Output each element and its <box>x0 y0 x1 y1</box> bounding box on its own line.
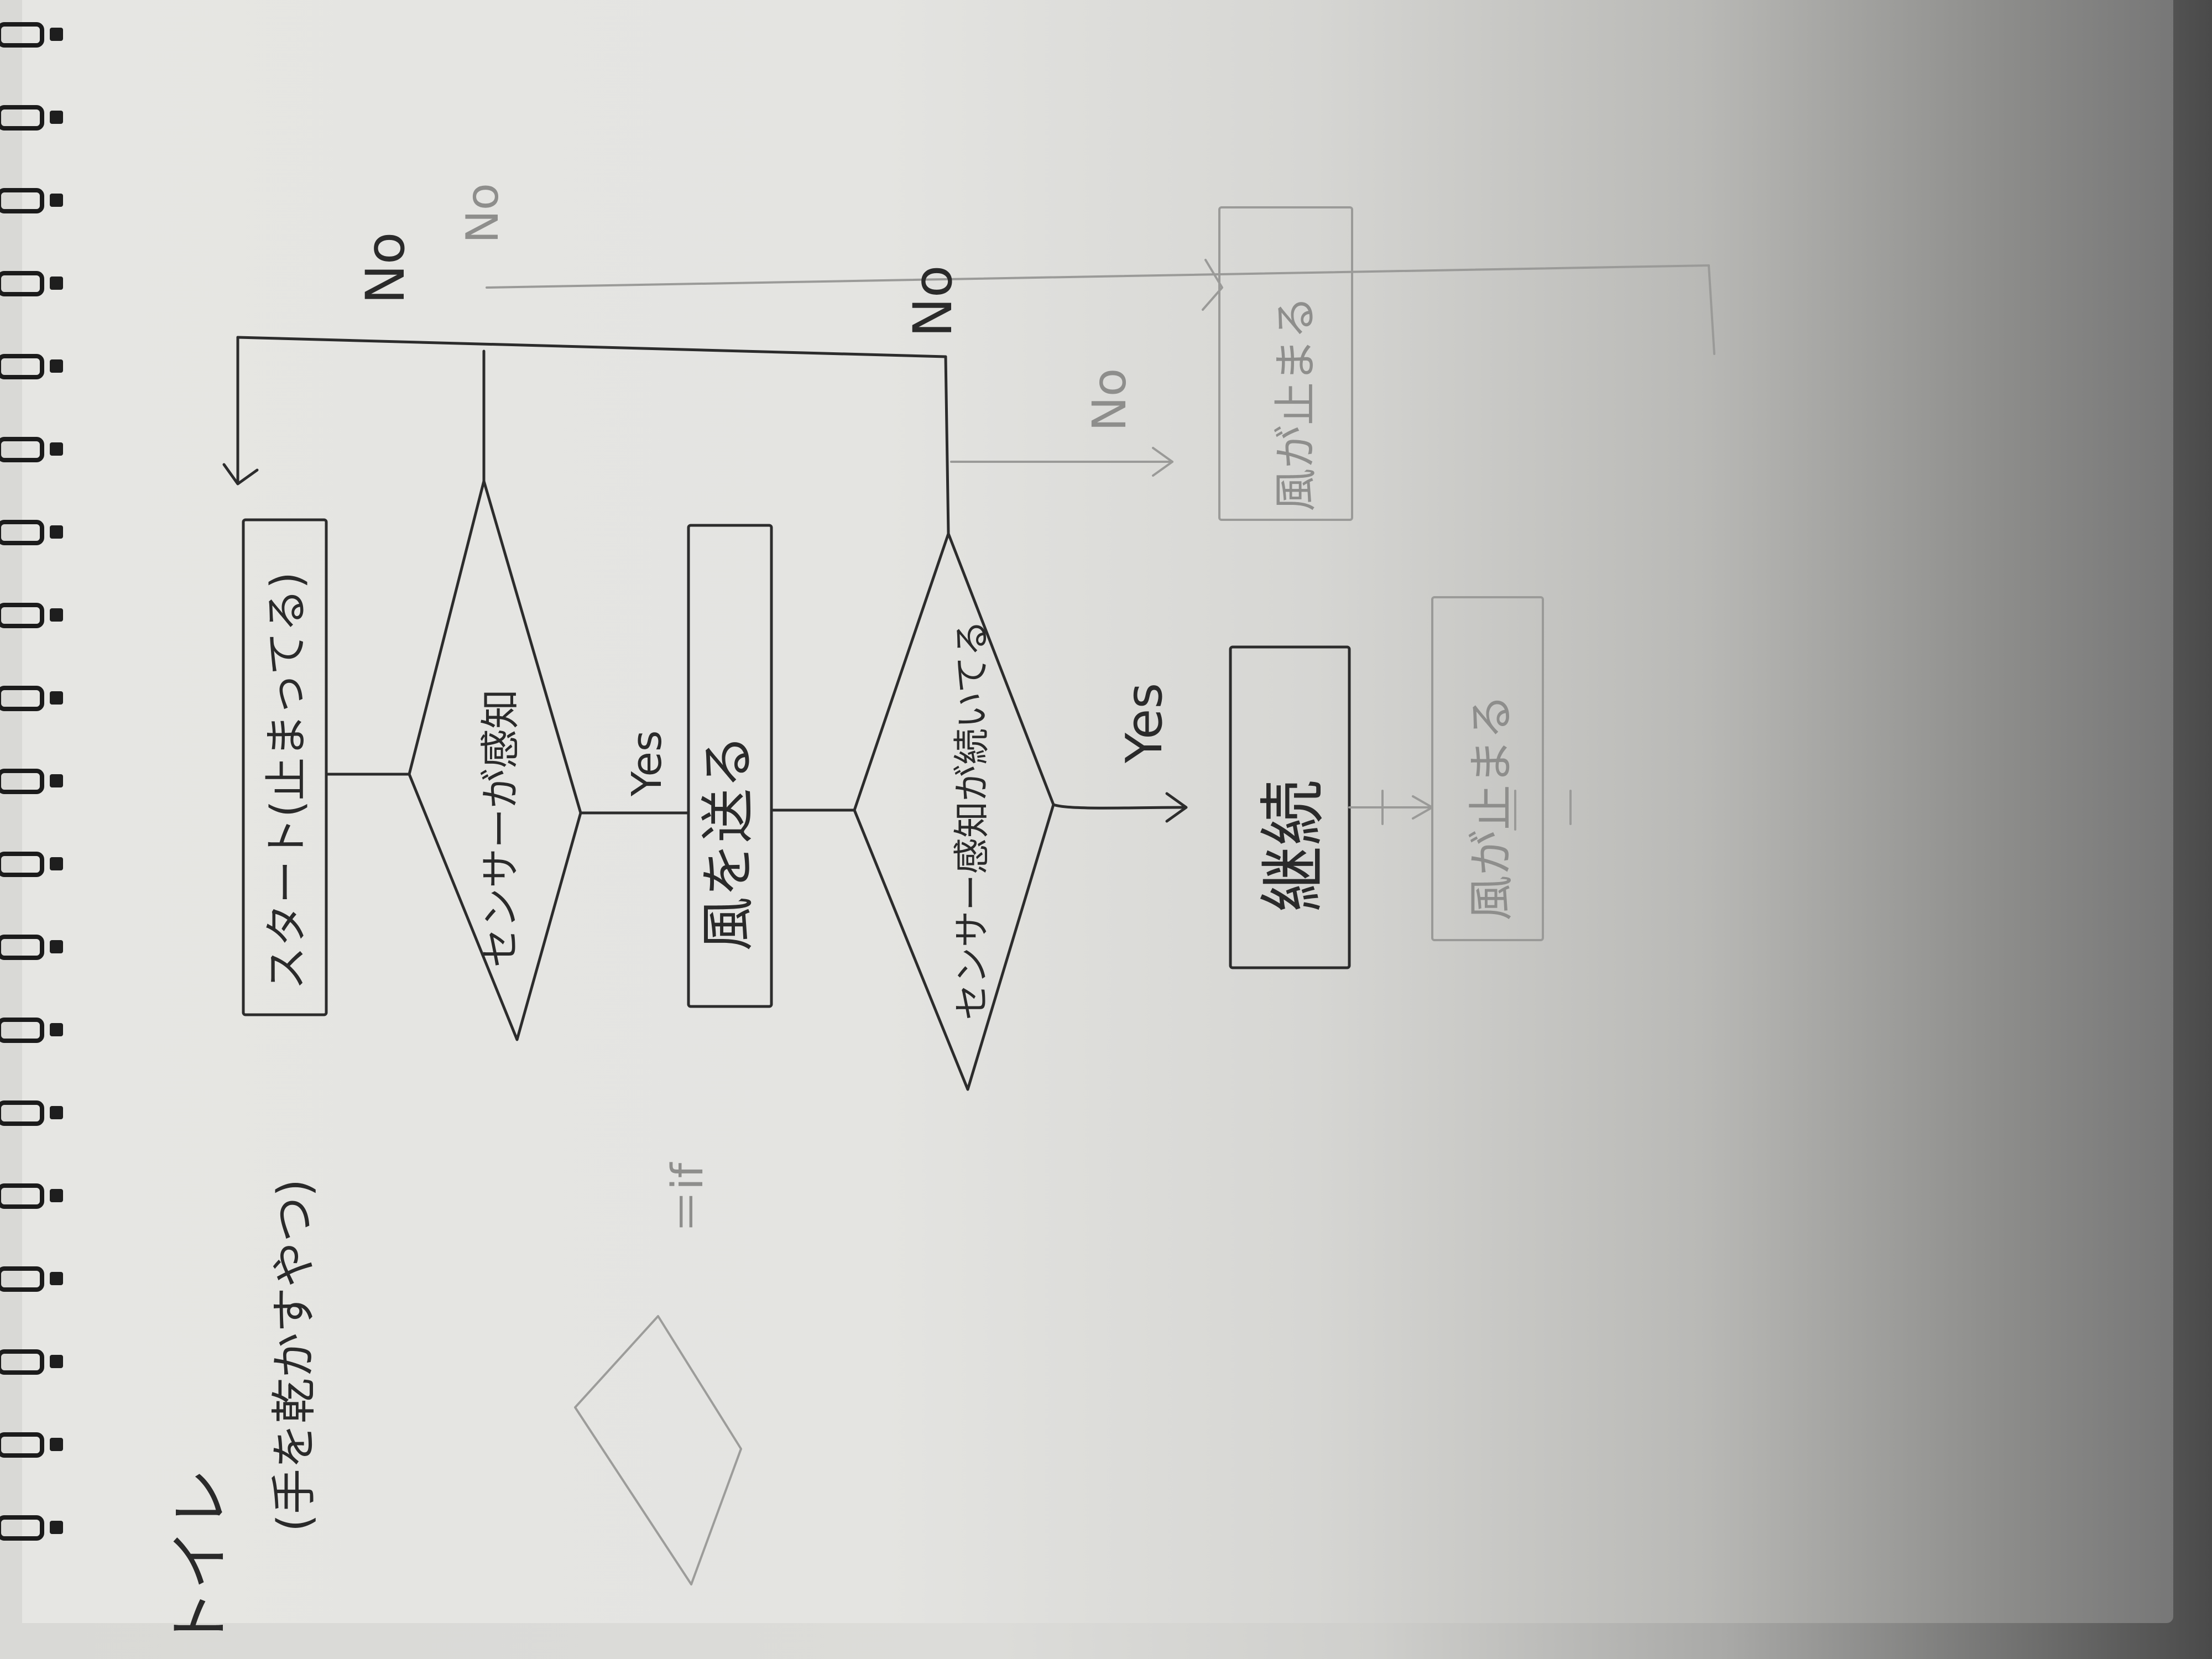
binding-hole <box>50 608 63 622</box>
stop-label-faint: 風が止まる <box>1271 296 1321 512</box>
legend-diamond <box>574 1315 742 1585</box>
binding-hole <box>50 1106 63 1119</box>
d1-no-label: No <box>354 232 416 304</box>
binding-hole <box>50 111 63 124</box>
binding-ring <box>0 1515 44 1541</box>
start-label: スタート(止まってる) <box>262 572 312 990</box>
binding-ring <box>0 852 44 877</box>
binding-ring <box>0 437 44 462</box>
binding-hole <box>50 940 63 953</box>
binding-hole <box>50 1189 63 1202</box>
subtitle-text: (手を乾かすやつ) <box>268 1179 321 1532</box>
binding-hole <box>50 194 63 207</box>
start-box <box>242 518 328 1016</box>
binding-ring <box>0 1018 44 1043</box>
binding-hole <box>50 1355 63 1368</box>
continue-label: 継続 <box>1255 780 1332 912</box>
binding-hole <box>50 1272 63 1285</box>
faint-no-label-1: No <box>457 183 508 243</box>
binding-hole <box>50 1023 63 1036</box>
notebook-page <box>22 0 2173 1623</box>
binding-hole <box>50 28 63 41</box>
binding-ring <box>0 1183 44 1209</box>
faint-no-label-2: No <box>1082 368 1136 431</box>
binding-hole <box>50 442 63 456</box>
d2-yes-label: Yes <box>1115 683 1173 764</box>
binding-hole <box>50 774 63 787</box>
binding-ring <box>0 354 44 379</box>
binding-ring <box>0 603 44 628</box>
title-text: トイレ <box>165 1468 236 1651</box>
binding-ring <box>0 686 44 711</box>
binding-ring <box>0 769 44 794</box>
stop-label: 風が止まる <box>1465 694 1518 921</box>
binding-ring <box>0 1100 44 1126</box>
action1-label: 風を送る <box>697 734 760 951</box>
binding-ring <box>0 105 44 131</box>
binding-ring <box>0 1266 44 1292</box>
binding-ring <box>0 22 44 48</box>
legend-if-text: ＝if <box>663 1162 713 1233</box>
binding-ring <box>0 935 44 960</box>
d1-yes-label: Yes <box>623 731 671 797</box>
faint-stop-box <box>1218 206 1353 521</box>
binding-ring <box>0 271 44 296</box>
binding-hole <box>50 525 63 539</box>
binding-hole <box>50 857 63 870</box>
binding-ring <box>0 1349 44 1375</box>
faint-stop-box-2 <box>1431 596 1544 941</box>
d2-no-label: No <box>902 265 964 337</box>
decision1-label: センサーが感知 <box>477 689 524 968</box>
binding-hole <box>50 276 63 290</box>
binding-hole <box>50 1521 63 1534</box>
decision2-label: センサー感知が続いてる <box>951 620 993 1020</box>
action1-box <box>687 524 773 1008</box>
binding-hole <box>50 359 63 373</box>
binding-hole <box>50 1438 63 1451</box>
binding-ring <box>0 520 44 545</box>
binding-ring <box>0 1432 44 1458</box>
binding-hole <box>50 691 63 705</box>
binding-ring <box>0 188 44 213</box>
